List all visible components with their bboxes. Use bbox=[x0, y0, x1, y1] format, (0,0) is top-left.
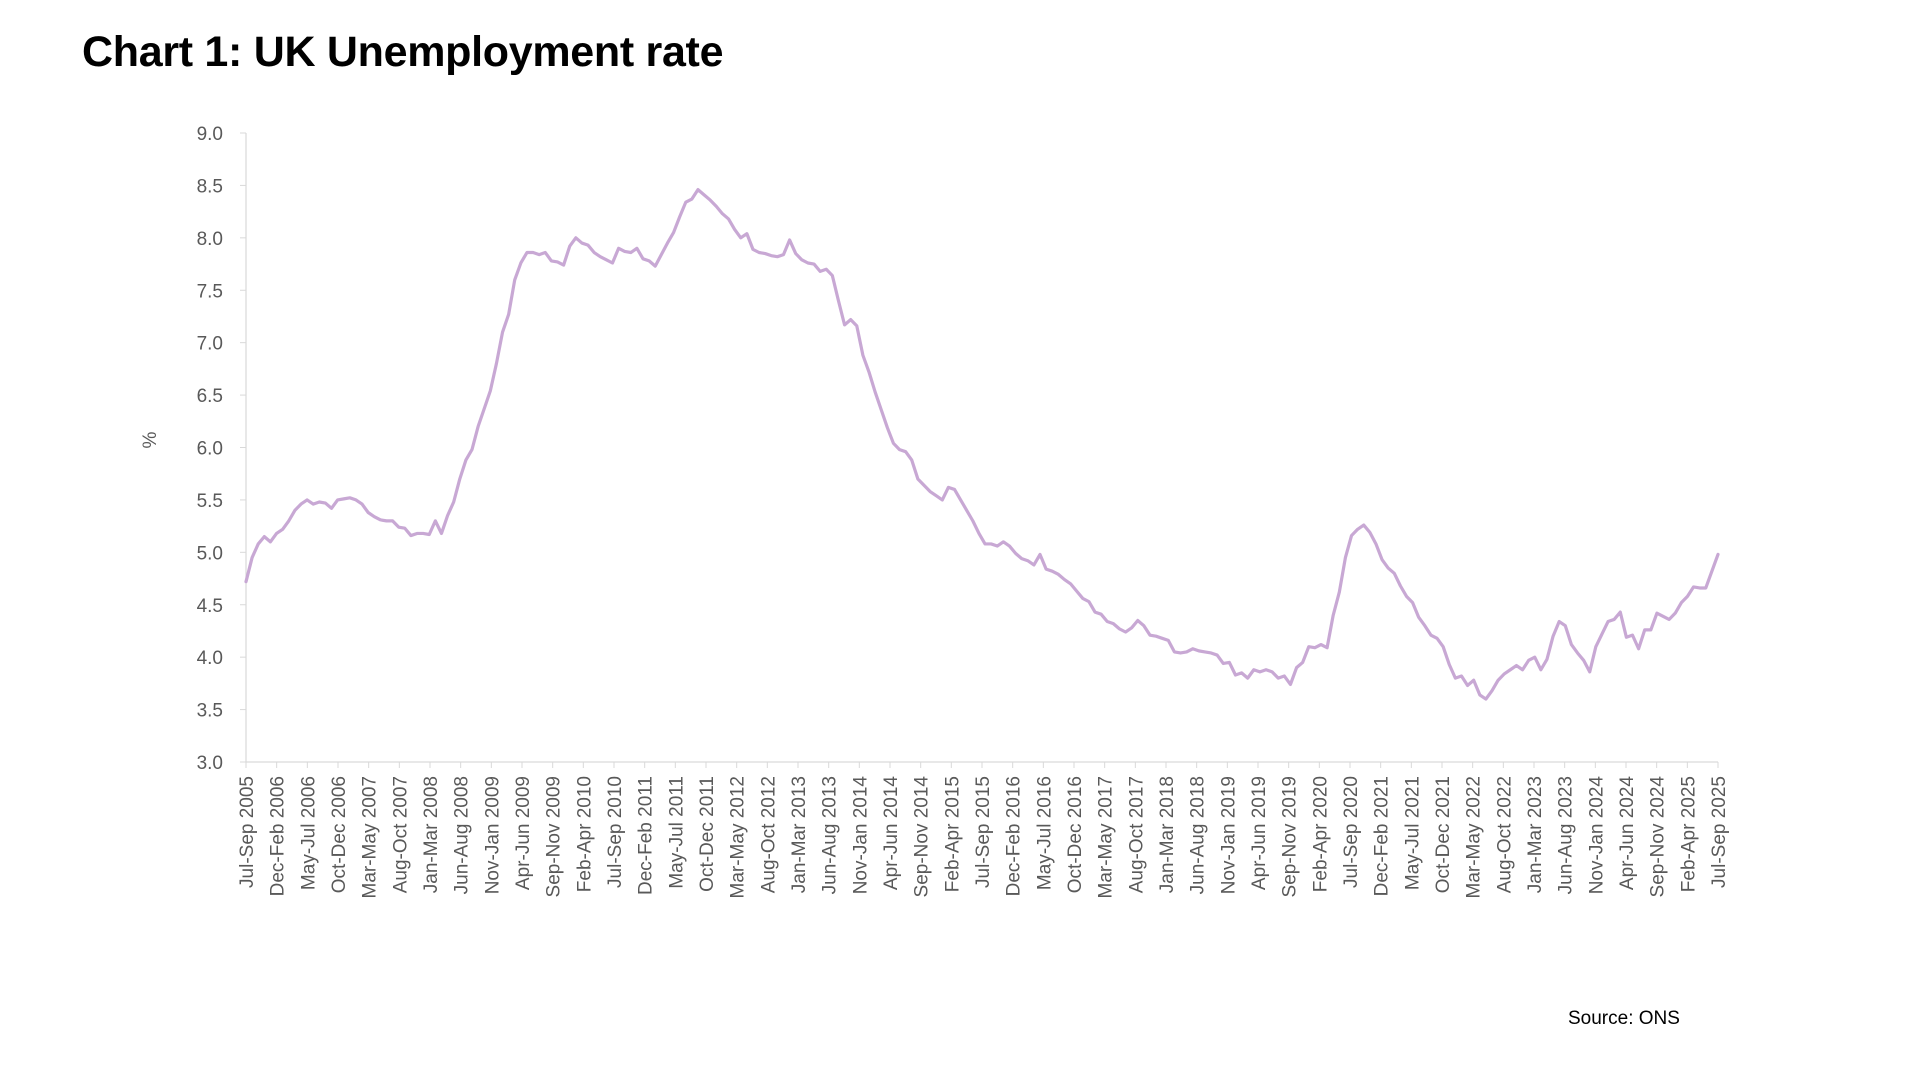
y-tick-label: 6.5 bbox=[197, 386, 223, 407]
y-axis-label: % bbox=[140, 431, 161, 448]
x-tick-label: Feb-Apr 2010 bbox=[574, 776, 595, 892]
x-tick-label: May-Jul 2016 bbox=[1034, 776, 1055, 890]
x-tick-label: Dec-Feb 2016 bbox=[1004, 776, 1025, 896]
series-layer bbox=[244, 188, 1720, 701]
x-axis: Jul-Sep 2005 Dec-Feb 2006 May-Jul 2006 Oct-… bbox=[237, 761, 1730, 899]
x-tick-label: Jan-Mar 2018 bbox=[1157, 776, 1178, 893]
x-tick-label: Mar-May 2012 bbox=[728, 776, 749, 899]
x-tick-label: Jul-Sep 2025 bbox=[1709, 776, 1730, 888]
source-note: Source: ONS bbox=[1568, 1008, 1680, 1029]
x-tick-label: Jun-Aug 2018 bbox=[1188, 776, 1209, 894]
x-tick-label: Mar-May 2017 bbox=[1096, 776, 1117, 899]
x-tick-label: Dec-Feb 2006 bbox=[268, 776, 289, 896]
x-tick-label: Feb-Apr 2020 bbox=[1310, 776, 1331, 892]
x-tick-label: Sep-Nov 2009 bbox=[544, 776, 565, 897]
x-tick-label: Aug-Oct 2007 bbox=[390, 776, 411, 893]
x-tick-label: Nov-Jan 2014 bbox=[850, 776, 871, 895]
x-tick-label: Oct-Dec 2006 bbox=[329, 776, 350, 893]
x-tick-label: Dec-Feb 2021 bbox=[1372, 776, 1393, 896]
x-tick-label: Jul-Sep 2020 bbox=[1341, 776, 1362, 888]
x-tick-label: Jul-Sep 2015 bbox=[973, 776, 994, 888]
y-tick-label: 6.0 bbox=[197, 439, 223, 460]
x-tick-label: Dec-Feb 2011 bbox=[636, 776, 657, 895]
x-tick-label: Sep-Nov 2019 bbox=[1280, 776, 1301, 897]
y-tick-label: 3.5 bbox=[197, 701, 223, 722]
y-tick-label: 3.0 bbox=[197, 753, 223, 774]
x-tick-label: Mar-May 2022 bbox=[1464, 776, 1485, 899]
x-tick-label: Oct-Dec 2011 bbox=[697, 776, 718, 892]
y-tick-label: 8.5 bbox=[197, 176, 223, 197]
y-tick-label: 5.5 bbox=[197, 491, 223, 512]
x-tick-label: Aug-Oct 2017 bbox=[1126, 776, 1147, 893]
x-tick-label: Sep-Nov 2024 bbox=[1648, 776, 1669, 898]
x-tick-label: Jun-Aug 2023 bbox=[1556, 776, 1577, 894]
x-tick-label: Oct-Dec 2016 bbox=[1065, 776, 1086, 893]
x-tick-label: Apr-Jun 2019 bbox=[1249, 776, 1270, 890]
y-tick-label: 7.5 bbox=[197, 281, 223, 302]
x-tick-label: Jul-Sep 2005 bbox=[237, 776, 258, 888]
x-tick-label: Jun-Aug 2013 bbox=[820, 776, 841, 894]
x-tick-label: Apr-Jun 2009 bbox=[513, 776, 534, 890]
y-tick-label: 9.0 bbox=[197, 124, 223, 145]
x-tick-label: Feb-Apr 2015 bbox=[942, 776, 963, 892]
x-tick-label: Apr-Jun 2014 bbox=[881, 776, 902, 891]
y-tick-label: 4.0 bbox=[197, 648, 223, 669]
chart-title: Chart 1: UK Unemployment rate bbox=[82, 28, 724, 76]
x-tick-label: Jan-Mar 2013 bbox=[789, 776, 810, 893]
x-tick-label: May-Jul 2021 bbox=[1402, 776, 1423, 890]
x-tick-label: Apr-Jun 2024 bbox=[1617, 776, 1638, 891]
x-tick-label: May-Jul 2006 bbox=[298, 776, 319, 890]
x-tick-label: Nov-Jan 2019 bbox=[1218, 776, 1239, 894]
x-tick-label: Sep-Nov 2014 bbox=[912, 776, 933, 898]
x-tick-label: Jul-Sep 2010 bbox=[605, 776, 626, 888]
y-tick-label: 7.0 bbox=[197, 334, 223, 355]
y-tick-label: 4.5 bbox=[197, 596, 223, 617]
y-tick-label: 5.0 bbox=[197, 543, 223, 564]
x-tick-label: Nov-Jan 2009 bbox=[482, 776, 503, 894]
series-line-0 bbox=[244, 188, 1720, 701]
y-axis: 3.0 3.5 4.0 4.5 5.0 5.5 6.0 6.5 7.0 7.5 8.0 8.5 9.0 bbox=[197, 124, 247, 774]
x-tick-label: Aug-Oct 2022 bbox=[1494, 776, 1515, 893]
x-tick-label: May-Jul 2011 bbox=[666, 776, 687, 889]
y-tick-label: 8.0 bbox=[197, 229, 223, 250]
x-tick-label: Jan-Mar 2008 bbox=[421, 776, 442, 893]
x-tick-label: Jan-Mar 2023 bbox=[1525, 776, 1546, 893]
x-tick-label: Aug-Oct 2012 bbox=[758, 776, 779, 893]
x-tick-label: Oct-Dec 2021 bbox=[1433, 776, 1454, 893]
x-tick-label: Nov-Jan 2024 bbox=[1586, 776, 1607, 895]
x-tick-label: Feb-Apr 2025 bbox=[1678, 776, 1699, 892]
x-tick-label: Mar-May 2007 bbox=[360, 776, 381, 899]
x-tick-label: Jun-Aug 2008 bbox=[452, 776, 473, 894]
